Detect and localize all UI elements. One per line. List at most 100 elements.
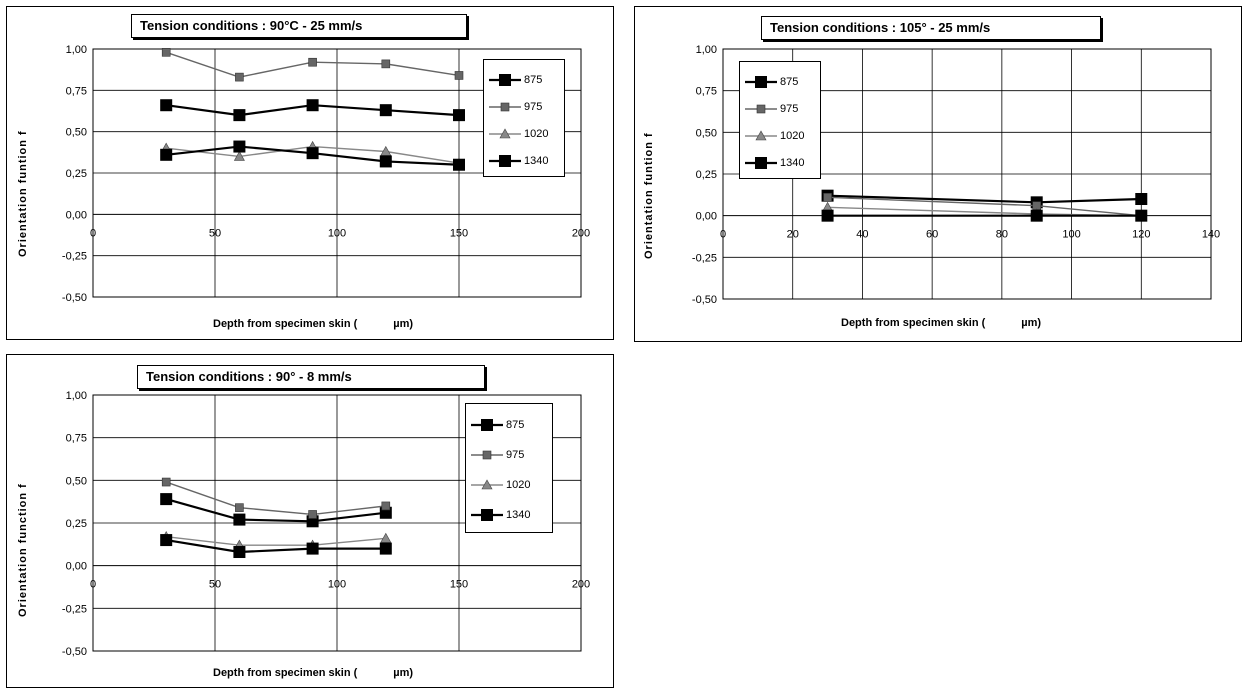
chart-2-legend-item-975: 975 [740,100,820,118]
chart-3-xtick-label: 50 [209,579,221,591]
chart-1-legend-item-1340: 1340 [484,152,564,170]
legend-label: 1020 [780,129,805,142]
legend-label: 875 [524,73,543,86]
legend-swatch-icon [489,102,521,111]
chart-3-title: Tension conditions : 90° - 8 mm/s [137,365,485,389]
chart-3-series-975-point [308,510,317,519]
chart-3-ytick-label: 0,75 [66,433,87,445]
legend-marker-icon [499,73,511,86]
chart-1-ytick-label: 0,75 [66,85,87,97]
chart-3-series-875-point [233,513,246,526]
chart-3-xtick-label: 150 [450,579,468,591]
chart-1-series-1340-point [379,155,392,168]
chart-3-plot-frame [92,394,582,652]
chart-2-xtick-label: 40 [856,229,868,241]
chart-3-series-975-point [235,503,244,512]
legend-marker-icon [482,450,492,460]
chart-3-series-1340-line [166,538,386,554]
chart-2-legend-item-1340: 1340 [740,154,820,172]
chart-1-series-875-point [453,109,465,122]
chart-2-xtick-label: 80 [996,229,1008,241]
chart-2-ytick-label: -0,25 [692,252,717,264]
legend-swatch-icon [745,129,777,140]
chart-2-ytick-label: 0,00 [696,211,717,223]
legend-swatch-icon [471,450,503,460]
legend-marker-icon [756,104,766,113]
chart-1-series-975-point [235,72,244,82]
chart-1-legend-item-975: 975 [484,98,564,116]
chart-3-ytick-label: 0,50 [66,475,87,487]
legend-swatch-icon [489,73,521,86]
chart-2-series-1340-point [1030,209,1043,222]
chart-2-xtick-label: 20 [787,229,799,241]
chart-2-ytick-label: 0,25 [696,169,717,181]
chart-3-xlabel-unit: µm) [393,667,414,679]
legend-swatch-icon [471,479,503,490]
legend-swatch-icon [489,154,521,167]
chart-1-xlabel-unit: µm) [393,318,414,330]
legend-label: 975 [506,449,525,461]
chart-2-legend-item-875: 875 [740,73,820,91]
chart-1-series-1340-point [453,158,465,171]
chart-1-legend-item-875: 875 [484,71,564,89]
legend-marker-icon [755,156,767,169]
chart-3-series-975-point [161,477,171,487]
chart-3-series-1020-point [380,532,392,543]
chart-1-series-875-point [233,109,246,122]
chart-1-xtick-label: 150 [450,227,468,239]
legend-label: 975 [524,100,543,113]
chart-3-series-1340-point [233,546,246,559]
chart-3-series-875-point [160,493,173,506]
chart-1-legend-item-1020: 1020 [484,125,564,143]
chart-2-legend: 875 975 1020 1340 [739,61,821,179]
chart-1-xlabel-text: Depth from specimen skin ( [213,318,358,330]
chart-2-ytick-label: -0,50 [692,294,717,306]
chart-1-series-975-point [381,59,391,69]
chart-1-series-1020-point [233,150,245,161]
legend-swatch-icon [471,419,503,431]
legend-marker-icon [755,129,767,140]
chart-2-xtick-label: 120 [1132,229,1150,241]
legend-marker-icon [481,509,493,521]
chart-3-ytick-label: -0,50 [62,646,87,658]
chart-1-series-975-point [308,57,317,67]
chart-1-ytick-label: -0,25 [62,251,87,263]
chart-3-ytick-label: 0,25 [66,518,87,530]
legend-label: 1020 [524,127,549,140]
chart-3-legend: 875 975 1020 1340 [465,403,553,533]
chart-1-series-975-point [161,48,171,57]
legend-swatch-icon [745,104,777,113]
chart-1-series-1340-point [306,147,319,160]
chart-3-legend-item-875: 875 [466,416,552,434]
legend-marker-icon [499,127,511,138]
chart-1-series-1340-point [233,140,246,153]
chart-2-series-1340-point [821,209,834,222]
chart-3-legend-item-975: 975 [466,446,552,464]
chart-1-legend: 875 975 1020 1340 [483,59,565,177]
chart-3-ylabel: Orientation function f [17,483,29,617]
chart-3-ytick-label: 1,00 [66,390,87,402]
legend-label: 1340 [780,156,805,169]
legend-marker-icon [481,419,493,431]
legend-label: 875 [780,75,799,88]
legend-swatch-icon [745,75,777,88]
chart-panel-3: 1,00 0,75 0,50 0,25 0,00 -0,25 -0,50 0 50 100 150 2… [6,354,614,688]
legend-swatch-icon [745,156,777,169]
chart-1-ytick-label: -0,50 [62,292,87,304]
legend-label: 1340 [524,154,549,167]
chart-2-legend-item-1020: 1020 [740,127,820,145]
chart-3-series-1020-line [166,535,386,546]
chart-3-xlabel: Depth from specimen skin (µm) [213,667,413,679]
chart-2-ytick-label: 0,75 [696,86,717,98]
chart-2-xtick-label: 100 [1062,229,1080,241]
chart-1-series-875-point [160,99,173,112]
chart-2-ytick-label: 1,00 [696,44,717,56]
chart-3-series-1340-point [160,534,173,547]
chart-3-series-875-line [165,498,386,523]
chart-2-ytick-label: 0,50 [696,127,717,139]
chart-1-series-1340-point [160,148,173,161]
chart-3-series-1340-point [306,542,319,555]
chart-1-series-875-point [379,104,392,117]
chart-1-plot-frame [92,48,582,298]
chart-1-series-975-point [454,71,464,80]
